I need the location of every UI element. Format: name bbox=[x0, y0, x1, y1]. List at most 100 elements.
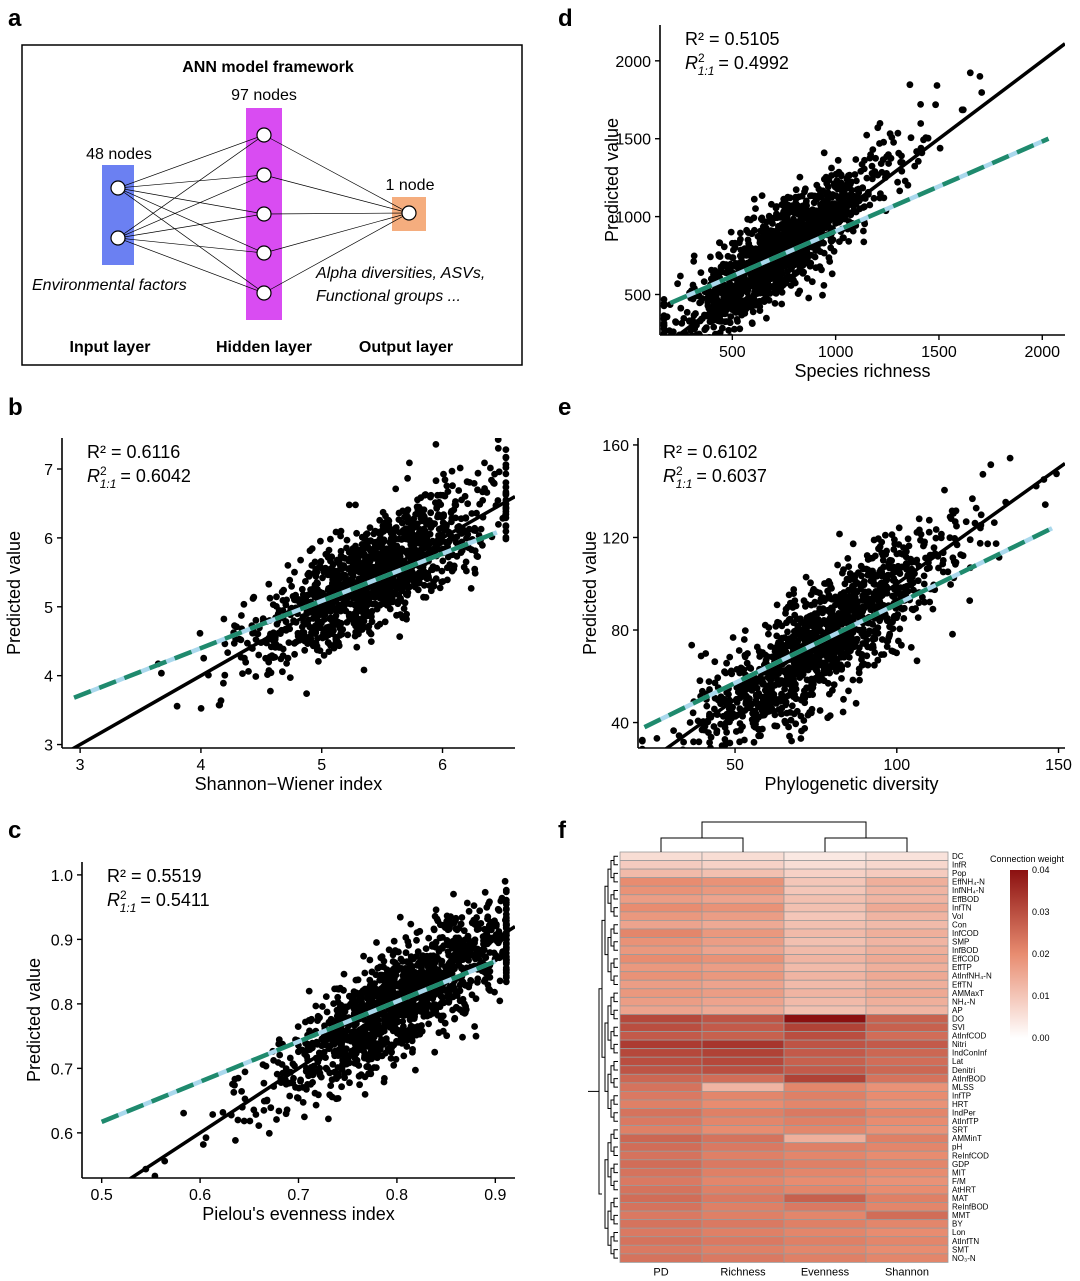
data-point bbox=[361, 1073, 369, 1081]
data-point bbox=[792, 186, 800, 194]
data-point bbox=[471, 565, 479, 573]
data-point bbox=[817, 193, 825, 201]
data-point bbox=[196, 629, 204, 637]
data-point bbox=[436, 584, 444, 592]
data-point bbox=[386, 527, 393, 534]
data-point bbox=[781, 238, 788, 245]
data-point bbox=[727, 313, 735, 320]
data-point bbox=[717, 268, 724, 275]
data-point bbox=[423, 1012, 431, 1020]
data-point bbox=[402, 934, 410, 941]
data-point bbox=[286, 1092, 294, 1100]
data-point bbox=[502, 504, 510, 512]
data-point bbox=[834, 156, 842, 164]
data-point bbox=[309, 1071, 317, 1078]
data-point bbox=[414, 506, 422, 514]
data-point bbox=[343, 577, 351, 584]
data-point bbox=[797, 264, 804, 271]
data-point bbox=[404, 518, 411, 526]
data-point bbox=[161, 1157, 169, 1165]
data-point bbox=[445, 997, 453, 1004]
y-tick-label: 1.0 bbox=[51, 868, 73, 885]
data-point bbox=[431, 1048, 439, 1056]
data-point bbox=[365, 988, 373, 996]
data-point bbox=[763, 314, 770, 322]
data-point bbox=[309, 615, 317, 622]
data-point bbox=[677, 272, 684, 280]
data-point bbox=[893, 649, 900, 657]
data-point bbox=[502, 453, 510, 461]
data-point bbox=[979, 470, 987, 478]
data-point bbox=[404, 474, 411, 482]
data-point bbox=[301, 1050, 308, 1058]
data-point bbox=[807, 218, 814, 226]
data-point bbox=[291, 650, 298, 658]
data-point bbox=[291, 1062, 298, 1070]
data-point bbox=[295, 1048, 302, 1056]
data-point bbox=[314, 1017, 321, 1024]
data-point bbox=[465, 936, 472, 943]
data-point bbox=[1006, 454, 1014, 462]
data-point bbox=[252, 673, 260, 680]
data-point bbox=[876, 120, 884, 127]
data-point bbox=[484, 927, 492, 935]
data-point bbox=[711, 287, 719, 294]
data-point bbox=[343, 536, 351, 544]
connection-line bbox=[117, 174, 265, 239]
data-point bbox=[273, 1070, 281, 1078]
data-point bbox=[476, 907, 484, 915]
data-point bbox=[811, 253, 819, 261]
data-point bbox=[349, 1049, 357, 1056]
data-point bbox=[334, 1095, 342, 1102]
data-point bbox=[675, 339, 682, 346]
data-point bbox=[334, 993, 342, 1001]
data-point bbox=[660, 314, 668, 322]
data-point bbox=[894, 178, 901, 186]
data-point bbox=[382, 1038, 390, 1046]
data-point bbox=[389, 958, 397, 965]
data-point bbox=[773, 283, 780, 291]
data-point bbox=[286, 1054, 294, 1062]
data-point bbox=[231, 1081, 238, 1089]
data-point bbox=[745, 293, 752, 301]
data-point bbox=[686, 354, 693, 361]
data-point bbox=[502, 901, 510, 908]
data-point bbox=[820, 282, 828, 289]
data-point bbox=[485, 900, 492, 908]
data-point bbox=[381, 591, 389, 599]
data-point bbox=[752, 287, 760, 294]
data-point bbox=[276, 1051, 284, 1059]
data-point bbox=[345, 501, 353, 509]
data-point bbox=[275, 607, 283, 614]
x-tick-label: 2000 bbox=[1024, 344, 1060, 361]
data-point bbox=[301, 1113, 308, 1121]
data-point bbox=[439, 557, 447, 565]
data-point bbox=[750, 214, 758, 222]
input-node bbox=[110, 180, 126, 196]
data-point bbox=[415, 971, 423, 979]
data-point bbox=[300, 633, 308, 640]
connection-line bbox=[117, 187, 265, 254]
input-caption: Environmental factors bbox=[32, 277, 187, 294]
data-point bbox=[810, 192, 818, 200]
data-point bbox=[748, 319, 756, 327]
data-point bbox=[436, 934, 444, 942]
data-point bbox=[743, 226, 750, 234]
data-point bbox=[661, 368, 668, 375]
data-point bbox=[381, 618, 389, 626]
data-point bbox=[393, 1026, 400, 1033]
hidden-node bbox=[256, 206, 272, 222]
data-point bbox=[778, 270, 786, 277]
data-point bbox=[355, 567, 363, 575]
data-point bbox=[807, 259, 815, 267]
data-point bbox=[446, 561, 454, 568]
data-point bbox=[727, 228, 735, 236]
data-point bbox=[234, 1116, 242, 1124]
data-point bbox=[454, 939, 462, 947]
data-point bbox=[683, 367, 690, 374]
data-point bbox=[276, 643, 284, 651]
data-point bbox=[180, 1109, 188, 1117]
x-axis-label: Shannon−Wiener index bbox=[195, 774, 383, 794]
data-point bbox=[977, 511, 985, 519]
data-point bbox=[660, 325, 668, 333]
